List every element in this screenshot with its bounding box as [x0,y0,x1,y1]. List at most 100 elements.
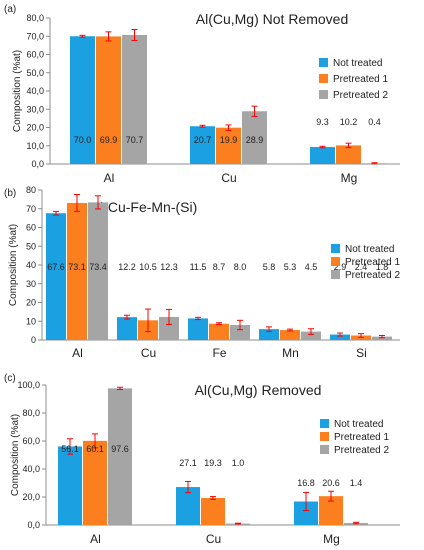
legend-label: Pretreated 1 [333,74,388,85]
bar [242,111,267,164]
y-tick-label: 40,0 [22,464,40,474]
y-axis-label: Composition (%at) [10,414,21,496]
data-label: 20.7 [194,135,212,145]
bar [190,126,215,164]
panel-label: (a) [4,4,16,15]
y-tick-label: 60 [26,223,36,233]
data-label: 60.1 [86,444,104,454]
chart-title: Al(Cu,Mg) Removed [195,382,322,398]
y-tick-label: 80,0 [26,13,44,23]
legend-swatch [320,445,329,454]
data-label: 8.0 [234,262,247,272]
category-label: Fe [212,346,226,360]
data-label: 2.9 [334,262,347,272]
category-label: Cu [221,171,236,185]
data-label: 5.3 [284,262,297,272]
data-label: 19.3 [204,458,222,468]
data-label: 27.1 [179,458,197,468]
panel-label: (b) [4,188,16,199]
legend-swatch [331,244,340,253]
data-label: 73.1 [68,262,86,272]
category-label: Mn [282,346,299,360]
bar [209,323,229,340]
category-label: Cu [141,346,156,360]
category-label: Al [104,171,115,185]
legend-swatch [320,419,329,428]
bar [58,446,82,525]
y-tick-label: 60,0 [26,50,44,60]
bar [117,317,137,340]
data-label: 56.1 [61,444,79,454]
bar [96,36,121,165]
data-label: 28.9 [246,135,264,145]
bar [176,487,200,525]
y-tick-label: 20,0 [22,492,40,502]
y-tick-label: 70 [26,204,36,214]
legend-label: Pretreated 2 [345,270,400,281]
bar [83,440,107,525]
data-label: 20.6 [322,478,340,488]
legend-swatch [319,90,328,99]
bar [88,202,108,340]
bar [301,331,321,340]
chart-title: Al(Cu,Mg) Not Removed [196,11,349,27]
y-tick-label: 0,0 [31,159,44,169]
data-label: 97.6 [111,444,129,454]
data-label: 19.9 [220,135,238,145]
data-label: 10.2 [340,117,358,127]
data-label: 70.0 [74,135,92,145]
y-tick-label: 30 [26,279,36,289]
y-tick-label: 30,0 [26,104,44,114]
y-tick-label: 10 [26,316,36,326]
y-tick-label: 80,0 [22,408,40,418]
y-tick-label: 40,0 [26,86,44,96]
data-label: 8.7 [213,262,226,272]
legend-swatch [319,58,328,67]
bar [188,318,208,340]
category-label: Cu [206,532,221,546]
legend-label: Pretreated 2 [333,90,388,101]
data-label: 73.4 [89,262,107,272]
data-label: 12.3 [160,262,178,272]
bar [216,127,241,164]
bar [201,497,225,525]
chart-panel-2: (b) Al-Cu-Fe-Mn-(Si) 0 10 20 30 40 50 60 70 80 Comp… [4,185,400,360]
legend-label: Pretreated 1 [334,432,389,443]
chart-panel-1: (a) Al(Cu,Mg) Not Removed 0,0 10,0 20,0 30,0 4… [4,4,400,185]
y-tick-label: 50,0 [26,68,44,78]
legend-swatch [331,257,340,266]
data-label: 16.8 [297,478,315,488]
data-label: 12.2 [118,262,136,272]
data-label: 1.0 [232,458,245,468]
y-tick-label: 10,0 [26,141,44,151]
y-tick-label: 40 [26,260,36,270]
data-label: 2.4 [355,262,368,272]
chart-title: Al-Cu-Fe-Mn-(Si) [91,199,198,215]
y-tick-label: 0,0 [27,520,40,530]
bar [46,213,66,340]
data-label: 9.3 [316,117,329,127]
data-label: 69.9 [100,135,118,145]
data-label: 70.7 [126,135,144,145]
category-label: Mg [323,532,340,546]
y-tick-label: 100,0 [17,380,40,390]
legend-swatch [320,432,329,441]
category-label: Mg [341,171,358,185]
y-axis-label: Composition (%at) [12,50,23,132]
bar [330,334,350,340]
legend-label: Not treated [333,58,382,69]
bar [230,325,250,340]
legend-label: Not treated [334,419,383,430]
y-tick-label: 80 [26,185,36,195]
data-label: 5.8 [263,262,276,272]
data-label: 1.8 [376,262,389,272]
bar [67,202,87,340]
bar [280,330,300,340]
bar [294,501,318,525]
bar [108,388,132,525]
bar [122,34,147,164]
bar [310,147,335,164]
data-label: 10.5 [139,262,157,272]
